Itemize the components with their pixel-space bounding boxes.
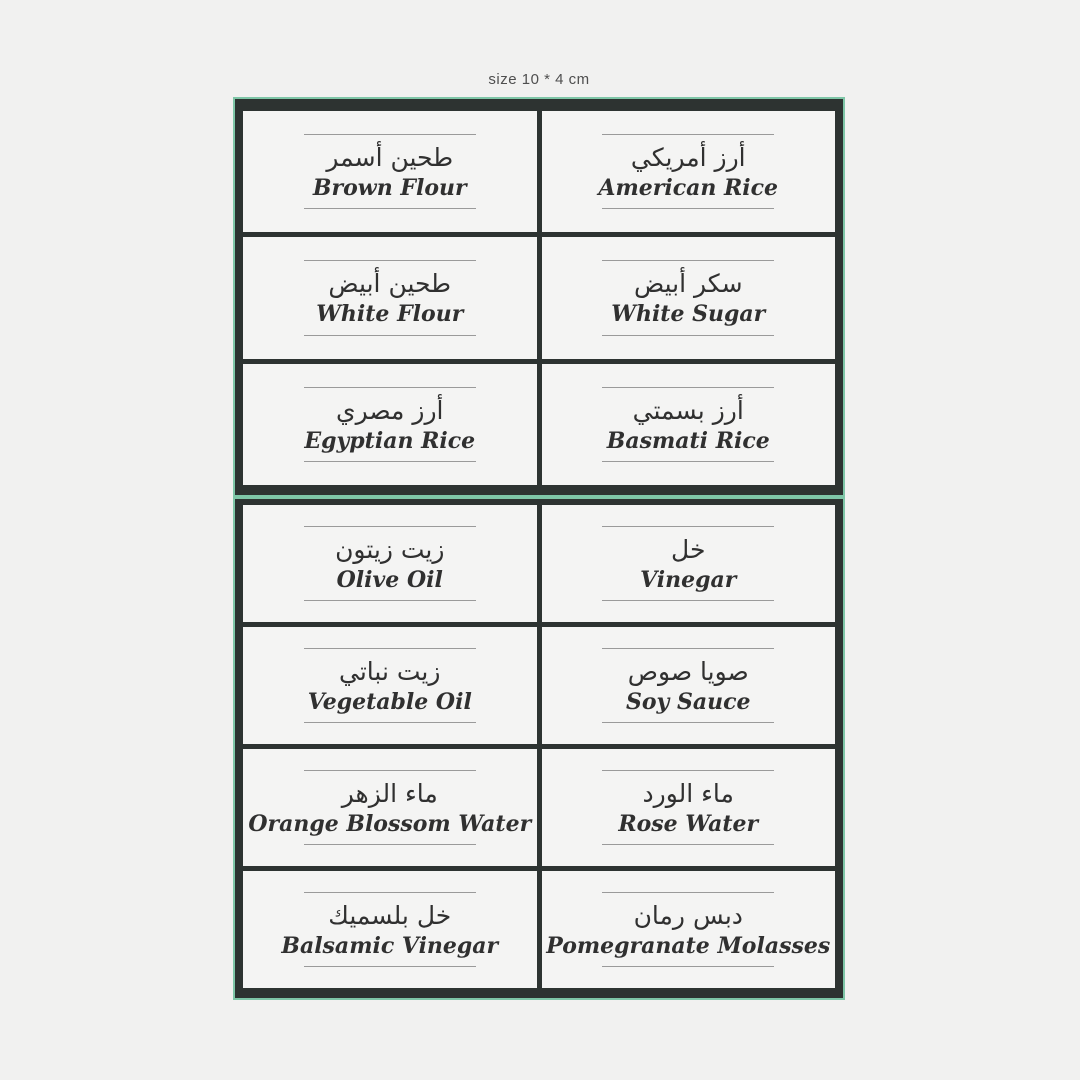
label-arabic-text: طحين أسمر: [326, 142, 454, 172]
label-card-orange-blossom-water: ماء الزهر Orange Blossom Water: [243, 749, 537, 866]
label-arabic-text: زيت زيتون: [335, 534, 445, 564]
label-card-egyptian-rice: أرز مصري Egyptian Rice: [243, 363, 537, 485]
label-bottom-rule: [602, 722, 775, 724]
label-arabic-text: صويا صوص: [627, 656, 749, 686]
label-top-rule: [602, 769, 775, 771]
label-card-vinegar: خل Vinegar: [541, 505, 835, 622]
label-bottom-rule: [303, 600, 476, 602]
label-english-text: Brown Flour: [312, 175, 467, 202]
label-arabic-text: ماء الزهر: [341, 778, 438, 808]
label-top-rule: [602, 260, 775, 262]
label-card-pomegranate-molasses: دبس رمان Pomegranate Molasses: [541, 871, 835, 988]
label-top-rule: [303, 647, 476, 649]
label-top-rule: [303, 769, 476, 771]
label-arabic-text: أرز أمريكي: [630, 142, 746, 172]
label-english-text: American Rice: [598, 175, 779, 202]
label-english-text: White Sugar: [611, 301, 766, 328]
label-top-rule: [602, 891, 775, 893]
label-top-rule: [602, 386, 775, 388]
label-card-olive-oil: زيت زيتون Olive Oil: [243, 505, 537, 622]
label-card-white-sugar: سكر أبيض White Sugar: [541, 237, 835, 359]
label-english-text: Pomegranate Molasses: [546, 932, 831, 959]
label-card-vegetable-oil: زيت نباتي Vegetable Oil: [243, 627, 537, 744]
label-bottom-rule: [602, 600, 775, 602]
label-card-white-flour: طحين أبيض White Flour: [243, 237, 537, 359]
label-card-balsamic-vinegar: خل بلسميك Balsamic Vinegar: [243, 871, 537, 988]
label-bottom-rule: [303, 334, 476, 336]
label-arabic-text: دبس رمان: [633, 900, 743, 930]
label-arabic-text: زيت نباتي: [339, 656, 441, 686]
label-bottom-rule: [303, 966, 476, 968]
label-bottom-rule: [602, 208, 775, 210]
label-english-text: Soy Sauce: [625, 688, 751, 715]
size-note: size 10 * 4 cm: [488, 71, 590, 88]
label-arabic-text: ماء الورد: [642, 778, 734, 808]
label-arabic-text: خل: [671, 534, 706, 564]
label-top-rule: [602, 525, 775, 527]
label-top-rule: [602, 133, 775, 135]
label-english-text: Rose Water: [618, 810, 759, 837]
label-top-rule: [303, 525, 476, 527]
label-english-text: Vinegar: [640, 566, 737, 593]
label-grid-top: طحين أسمر Brown Flour أرز أمريكي America…: [235, 99, 843, 495]
label-grid-bottom: زيت زيتون Olive Oil خل Vinegar زيت نباتي…: [235, 499, 843, 998]
label-bottom-rule: [303, 844, 476, 846]
label-top-rule: [303, 133, 476, 135]
label-english-text: Balsamic Vinegar: [281, 932, 499, 959]
label-arabic-text: طحين أبيض: [328, 269, 452, 299]
label-bottom-rule: [303, 208, 476, 210]
label-top-rule: [303, 891, 476, 893]
label-arabic-text: أرز بسمتي: [632, 395, 744, 425]
label-arabic-text: سكر أبيض: [633, 269, 743, 299]
label-top-rule: [303, 386, 476, 388]
label-english-text: Basmati Rice: [606, 427, 770, 454]
label-arabic-text: أرز مصري: [336, 395, 444, 425]
label-top-rule: [602, 647, 775, 649]
label-bottom-rule: [303, 722, 476, 724]
label-top-rule: [303, 260, 476, 262]
label-bottom-rule: [602, 334, 775, 336]
label-bottom-rule: [602, 966, 775, 968]
label-card-soy-sauce: صويا صوص Soy Sauce: [541, 627, 835, 744]
label-card-basmati-rice: أرز بسمتي Basmati Rice: [541, 363, 835, 485]
label-card-brown-flour: طحين أسمر Brown Flour: [243, 111, 537, 233]
label-english-text: Orange Blossom Water: [248, 810, 532, 837]
label-bottom-rule: [303, 461, 476, 463]
label-bottom-rule: [602, 844, 775, 846]
label-english-text: Olive Oil: [336, 566, 443, 593]
label-sheet-top: طحين أسمر Brown Flour أرز أمريكي America…: [233, 97, 845, 497]
label-arabic-text: خل بلسميك: [328, 900, 452, 930]
label-card-american-rice: أرز أمريكي American Rice: [541, 111, 835, 233]
label-english-text: Egyptian Rice: [304, 427, 476, 454]
label-card-rose-water: ماء الورد Rose Water: [541, 749, 835, 866]
label-english-text: White Flour: [316, 301, 464, 328]
label-english-text: Vegetable Oil: [307, 688, 472, 715]
label-sheet-bottom: زيت زيتون Olive Oil خل Vinegar زيت نباتي…: [233, 497, 845, 1000]
label-bottom-rule: [602, 461, 775, 463]
